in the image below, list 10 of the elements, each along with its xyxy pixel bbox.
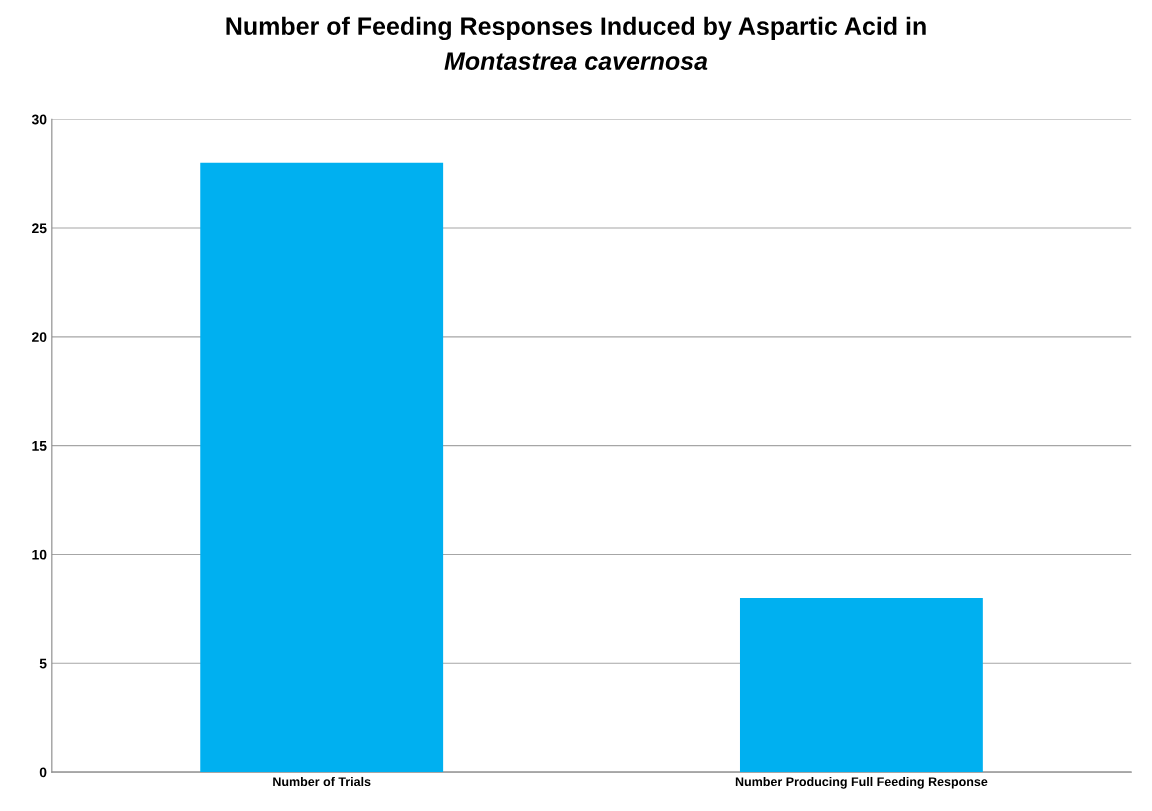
y-tick-label: 15: [32, 441, 47, 451]
y-tick-label: 30: [31, 114, 47, 125]
x-tick-label: Number of Trials: [273, 776, 371, 787]
y-tick-label: 20: [32, 332, 47, 342]
y-tick-label: 10: [32, 549, 47, 560]
y-tick-label: 0: [39, 767, 47, 778]
y-tick-label: 25: [32, 223, 47, 234]
x-tick-label: Number Producing Full Feeding Response: [735, 776, 988, 789]
y-tick-label: 5: [39, 658, 47, 669]
chart-title: Number of Feeding Responses Induced by Aspartic Acid in Montastrea cavernosa: [226, 16, 926, 70]
